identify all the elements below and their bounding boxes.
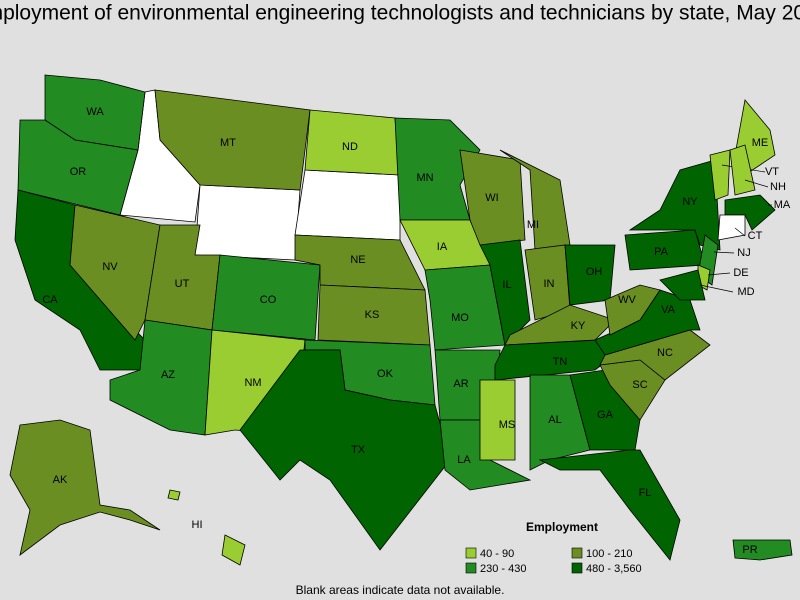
state-label: HI bbox=[192, 519, 203, 531]
state-label: MA bbox=[774, 199, 791, 211]
state bbox=[569, 369, 641, 451]
state-label: MN bbox=[416, 172, 433, 184]
state-label: NV bbox=[102, 261, 118, 273]
state-label: ME bbox=[752, 137, 769, 149]
state-label: DE bbox=[733, 267, 748, 279]
state-label: MT bbox=[220, 137, 236, 149]
map-title: Employment of environmental engineering … bbox=[0, 2, 800, 25]
state-label: AZ bbox=[161, 369, 175, 381]
state-label: WV bbox=[618, 294, 636, 306]
legend-label: 480 - 3,560 bbox=[586, 563, 642, 575]
state bbox=[9, 419, 161, 556]
state-label: NC bbox=[657, 347, 673, 359]
states: WA OR CA NV MT UT AZ CO NM ND NE KS OK TX MN IA MO AR LA WI… bbox=[9, 74, 793, 566]
state bbox=[479, 379, 516, 461]
legend-swatch bbox=[465, 547, 477, 559]
state bbox=[69, 204, 161, 341]
state-label: FL bbox=[639, 487, 652, 499]
state-label: NY bbox=[682, 196, 698, 208]
state bbox=[732, 539, 793, 561]
state-label: KY bbox=[571, 320, 586, 332]
state-label: TX bbox=[351, 444, 366, 456]
state-label: NJ bbox=[737, 247, 750, 259]
leader-line bbox=[713, 251, 735, 254]
leader-line bbox=[744, 179, 769, 188]
state bbox=[424, 264, 506, 351]
state bbox=[717, 214, 746, 241]
state bbox=[154, 89, 311, 191]
state-label: NM bbox=[244, 377, 261, 389]
state-label: SC bbox=[632, 379, 647, 391]
state bbox=[167, 489, 181, 501]
state-label: VA bbox=[661, 304, 676, 316]
state-label: MI bbox=[527, 219, 539, 231]
leader-line bbox=[699, 284, 734, 293]
legend-swatch bbox=[571, 547, 583, 559]
state-label: LA bbox=[457, 454, 471, 466]
state-label: WA bbox=[86, 106, 104, 118]
state bbox=[529, 374, 591, 471]
state-label: GA bbox=[597, 409, 614, 421]
state-label: OR bbox=[70, 166, 87, 178]
blank-state bbox=[194, 184, 301, 261]
state-label: ND bbox=[342, 141, 358, 153]
state-label: IL bbox=[502, 279, 511, 291]
state-label: MO bbox=[451, 312, 469, 324]
state-label: AK bbox=[53, 474, 68, 486]
state-label: CO bbox=[260, 294, 277, 306]
state-label: UT bbox=[175, 278, 190, 290]
state-label: MS bbox=[499, 419, 516, 431]
state-label: CT bbox=[748, 230, 763, 242]
legend: 40 - 90 100 - 210 230 - 430 480 - 3,560 bbox=[465, 547, 642, 575]
state bbox=[604, 284, 661, 336]
state-label: NH bbox=[770, 181, 786, 193]
state-label: PR bbox=[742, 544, 757, 556]
leader-line bbox=[707, 272, 731, 276]
state-label: PA bbox=[654, 246, 669, 258]
legend-swatch bbox=[571, 562, 583, 574]
state-label: WI bbox=[485, 192, 498, 204]
state-label: IN bbox=[544, 278, 555, 290]
legend-label: 230 - 430 bbox=[480, 563, 526, 575]
state bbox=[659, 269, 706, 301]
state-label: AR bbox=[453, 378, 468, 390]
legend-label: 40 - 90 bbox=[480, 548, 514, 560]
blank-state bbox=[294, 169, 401, 241]
state bbox=[221, 534, 246, 566]
state bbox=[709, 149, 731, 201]
state-label: VT bbox=[765, 166, 779, 178]
state bbox=[628, 159, 721, 251]
state bbox=[729, 144, 756, 196]
leader-line bbox=[734, 227, 746, 237]
state bbox=[239, 349, 451, 551]
state-label: AL bbox=[548, 414, 561, 426]
note: Blank areas indicate data not available. bbox=[296, 583, 505, 597]
legend-label: 100 - 210 bbox=[586, 548, 632, 560]
state-label: CA bbox=[42, 294, 58, 306]
legend-swatch bbox=[465, 562, 477, 574]
state-label: IA bbox=[437, 241, 448, 253]
state-label: KS bbox=[365, 309, 380, 321]
state-label: OK bbox=[377, 368, 394, 380]
state-label: TN bbox=[553, 356, 568, 368]
legend-title: Employment bbox=[526, 520, 598, 534]
state-label: OH bbox=[586, 266, 603, 278]
state bbox=[504, 304, 616, 346]
state bbox=[538, 449, 681, 561]
state-label: MD bbox=[737, 286, 754, 298]
state-label: NE bbox=[350, 254, 365, 266]
